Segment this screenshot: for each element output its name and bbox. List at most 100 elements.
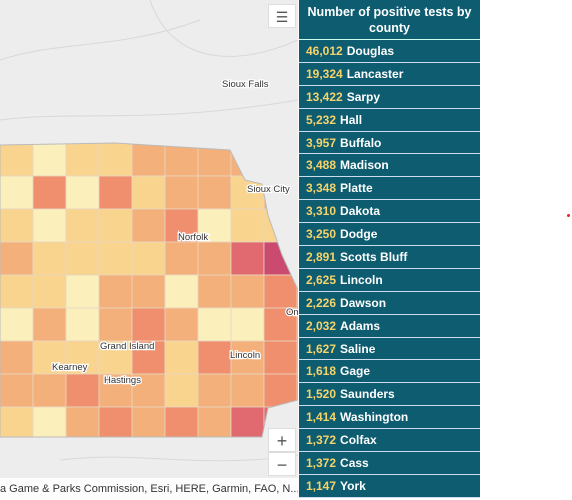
county-shape[interactable] xyxy=(197,208,232,243)
county-shape[interactable] xyxy=(32,175,67,210)
county-shape[interactable] xyxy=(230,406,265,440)
county-name: Scotts Bluff xyxy=(340,250,408,265)
county-shape[interactable] xyxy=(98,307,133,342)
county-shape[interactable] xyxy=(197,406,232,440)
county-shape[interactable] xyxy=(197,274,232,309)
county-shape[interactable] xyxy=(32,406,67,440)
county-shape[interactable] xyxy=(230,274,265,309)
county-shape[interactable] xyxy=(98,143,133,177)
county-shape[interactable] xyxy=(230,373,265,408)
county-row[interactable]: 3,488 Madison xyxy=(299,154,480,178)
county-row[interactable]: 13,422 Sarpy xyxy=(299,86,480,109)
county-shape[interactable] xyxy=(197,307,232,342)
county-row[interactable]: 3,957 Buffalo xyxy=(299,132,480,155)
county-shape[interactable] xyxy=(65,143,100,177)
county-row[interactable]: 1,627 Saline xyxy=(299,338,480,361)
county-shape[interactable] xyxy=(131,307,166,342)
zoom-in[interactable]: + xyxy=(268,428,296,452)
county-shape[interactable] xyxy=(65,307,100,342)
county-shape[interactable] xyxy=(164,175,199,210)
county-shape[interactable] xyxy=(131,241,166,276)
county-row[interactable]: 2,226 Dawson xyxy=(299,292,480,315)
county-shape[interactable] xyxy=(32,373,67,408)
county-shape[interactable] xyxy=(0,175,34,210)
county-shape[interactable] xyxy=(0,241,34,276)
county-shape[interactable] xyxy=(0,340,34,375)
county-shape[interactable] xyxy=(230,307,265,342)
county-shape[interactable] xyxy=(65,175,100,210)
county-row[interactable]: 3,310 Dakota xyxy=(299,200,480,224)
county-row[interactable]: 1,618 Gage xyxy=(299,360,480,384)
county-shape[interactable] xyxy=(32,143,67,177)
county-shape[interactable] xyxy=(197,175,232,210)
county-shape[interactable] xyxy=(32,241,67,276)
county-shape[interactable] xyxy=(230,208,265,243)
county-shape[interactable] xyxy=(263,274,298,309)
county-shape[interactable] xyxy=(98,175,133,210)
county-row[interactable]: 2,032 Adams xyxy=(299,315,480,338)
county-shape[interactable] xyxy=(197,241,232,276)
county-name: Sarpy xyxy=(346,89,381,104)
county-shape[interactable] xyxy=(263,307,298,342)
county-shape[interactable] xyxy=(65,340,100,375)
county-shape[interactable] xyxy=(131,406,166,440)
county-shape[interactable] xyxy=(0,307,34,342)
attribution: a Game & Parks Commission, Esri, HERE, G… xyxy=(0,478,298,500)
county-row[interactable]: 3,348 Platte xyxy=(299,177,480,201)
county-row[interactable]: 5,232 Hall xyxy=(299,109,480,132)
county-shape[interactable] xyxy=(65,373,100,408)
count: 2,226 xyxy=(306,295,337,310)
county-shape[interactable] xyxy=(98,274,133,309)
legend-button[interactable]: ☰ xyxy=(268,4,296,28)
count: 3,250 xyxy=(306,227,337,242)
zoom-out[interactable]: − xyxy=(268,452,296,476)
map[interactable]: Sioux Falls Sioux City Norfolk Grand Island… xyxy=(0,0,298,500)
county-shape[interactable] xyxy=(32,208,67,243)
county-shape[interactable] xyxy=(197,373,232,408)
county-name: Douglas xyxy=(346,44,395,58)
county-shape[interactable] xyxy=(0,208,34,243)
county-shape[interactable] xyxy=(164,241,199,276)
county-shape[interactable] xyxy=(0,373,34,408)
county-shape[interactable] xyxy=(164,373,199,408)
county-row[interactable]: 1,414 Washington xyxy=(299,406,480,430)
county-row[interactable]: 19,324 Lancaster xyxy=(299,63,480,86)
county-shape[interactable] xyxy=(131,143,166,177)
county-shape[interactable] xyxy=(98,406,133,440)
county-row[interactable]: 2,625 Lincoln xyxy=(299,269,480,292)
county-shape[interactable] xyxy=(131,208,166,243)
county-shape[interactable] xyxy=(98,208,133,243)
county-shape[interactable] xyxy=(164,307,199,342)
county-row[interactable]: 1,372 Colfax xyxy=(299,429,480,453)
county-row[interactable]: 1,372 Cass xyxy=(299,452,480,475)
county-row[interactable]: 1,520 Saunders xyxy=(299,383,480,407)
county-row[interactable]: 46,012 Douglas xyxy=(299,40,480,63)
county-shape[interactable] xyxy=(131,175,166,210)
county-shape[interactable] xyxy=(32,274,67,309)
county-row[interactable]: 1,147 York xyxy=(299,475,480,498)
county-shape[interactable] xyxy=(0,143,34,177)
county-shape[interactable] xyxy=(98,241,133,276)
county-shape[interactable] xyxy=(0,274,34,309)
county-shape[interactable] xyxy=(197,340,232,375)
county-shape[interactable] xyxy=(131,340,166,375)
county-shape[interactable] xyxy=(164,406,199,440)
county-shape[interactable] xyxy=(98,340,133,375)
county-shape[interactable] xyxy=(0,406,34,440)
county-name: Dawson xyxy=(340,295,387,310)
county-row[interactable]: 2,891 Scotts Bluff xyxy=(299,246,480,269)
county-shape[interactable] xyxy=(65,241,100,276)
county-shape[interactable] xyxy=(131,274,166,309)
county-name: Saunders xyxy=(340,387,395,402)
county-shape[interactable] xyxy=(230,340,265,375)
county-shape[interactable] xyxy=(65,406,100,440)
county-shape[interactable] xyxy=(65,208,100,243)
county-row[interactable]: 3,250 Dodge xyxy=(299,223,480,247)
county-shape[interactable] xyxy=(164,340,199,375)
county-shape[interactable] xyxy=(230,241,265,276)
county-shape[interactable] xyxy=(65,274,100,309)
county-shape[interactable] xyxy=(164,143,199,177)
county-shape[interactable] xyxy=(263,340,298,375)
county-shape[interactable] xyxy=(164,274,199,309)
county-shape[interactable] xyxy=(32,307,67,342)
